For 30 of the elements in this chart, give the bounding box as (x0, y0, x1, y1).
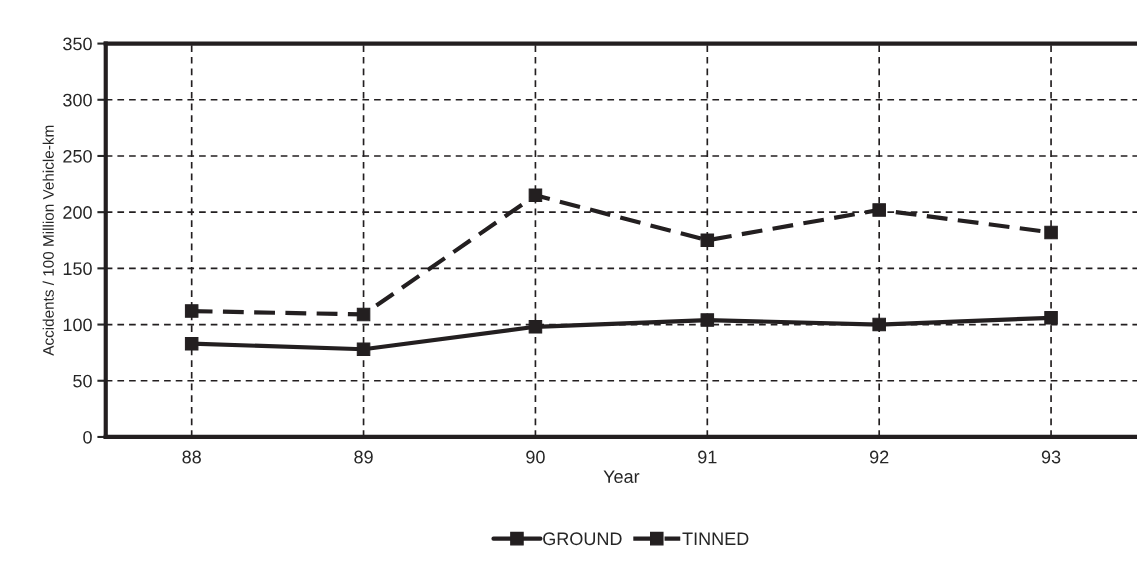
point (356, 307, 371, 322)
point (184, 336, 199, 351)
x-tick-label: 88 (182, 450, 201, 464)
point (700, 233, 715, 248)
y-tick-label: 50 (73, 374, 92, 388)
legend-label: GROUND (543, 532, 622, 546)
x-tick-label: 91 (698, 450, 717, 464)
point (1044, 311, 1058, 325)
y-tick-label: 100 (63, 318, 92, 332)
point (872, 317, 886, 332)
y-tick-label: 350 (63, 37, 92, 51)
x-axis-title: Year (603, 470, 640, 484)
point (528, 320, 543, 334)
y-tick-label: 150 (63, 262, 92, 276)
y-tick-label: 0 (83, 430, 92, 444)
point (700, 313, 715, 327)
point (872, 203, 886, 217)
point (184, 304, 199, 318)
point (1044, 225, 1058, 240)
x-tick-label: 92 (869, 450, 889, 464)
point (528, 188, 543, 203)
y-tick-label: 300 (63, 93, 92, 107)
y-axis-title: Accidents / 100 Million Vehicle-km (42, 125, 54, 356)
y-tick-label: 200 (63, 206, 92, 219)
x-tick-label: 93 (1041, 450, 1061, 464)
legend-label: TINNED (682, 532, 749, 545)
point (356, 342, 371, 357)
x-tick-label: 89 (354, 450, 373, 464)
x-tick-label: 90 (526, 450, 545, 464)
y-tick-label: 250 (63, 149, 92, 163)
